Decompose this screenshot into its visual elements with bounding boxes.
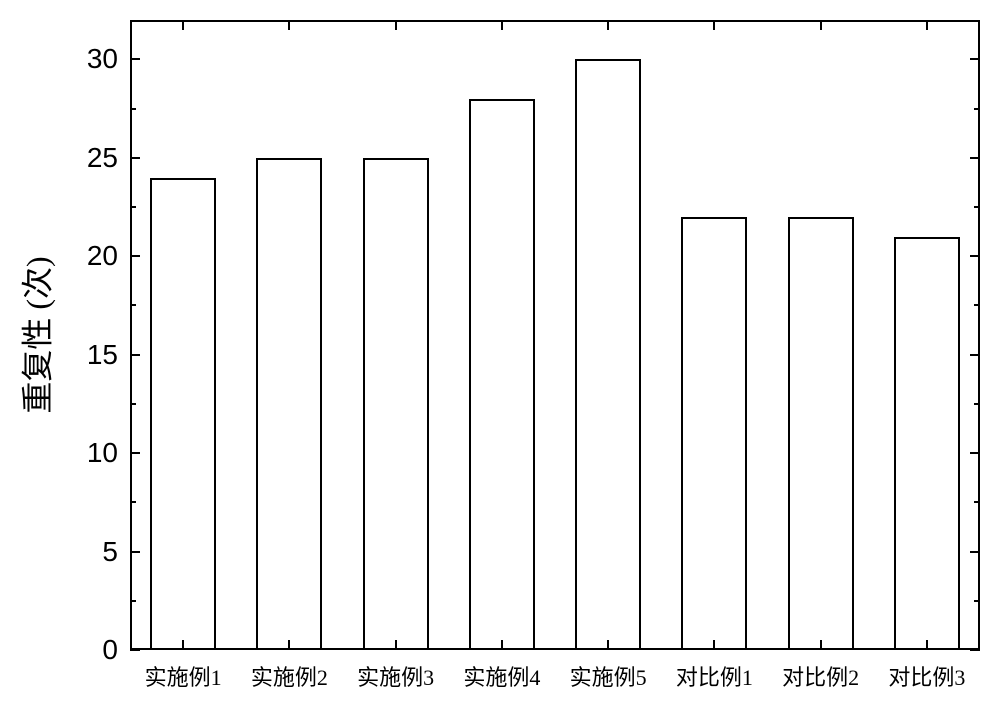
x-tick-label: 实施例5 — [555, 660, 661, 692]
x-tick — [501, 20, 503, 30]
x-tick-label: 对比例1 — [661, 660, 767, 692]
y-minor-tick — [130, 108, 136, 110]
x-tick — [501, 640, 503, 650]
y-minor-tick — [974, 206, 980, 208]
bar — [150, 178, 216, 651]
y-tick — [970, 649, 980, 651]
x-tick — [288, 20, 290, 30]
y-tick — [130, 255, 140, 257]
y-minor-tick — [974, 501, 980, 503]
y-tick — [970, 255, 980, 257]
x-tick — [820, 640, 822, 650]
x-tick — [713, 20, 715, 30]
bar — [894, 237, 960, 650]
x-tick — [607, 20, 609, 30]
y-tick — [970, 58, 980, 60]
x-tick — [926, 640, 928, 650]
y-tick — [130, 354, 140, 356]
x-tick-label: 实施例1 — [130, 660, 236, 692]
x-tick-label: 实施例2 — [236, 660, 342, 692]
y-minor-tick — [130, 304, 136, 306]
y-minor-tick — [974, 108, 980, 110]
y-minor-tick — [974, 600, 980, 602]
y-minor-tick — [974, 403, 980, 405]
x-tick-label: 对比例2 — [768, 660, 874, 692]
x-tick — [607, 640, 609, 650]
x-tick-label: 实施例3 — [343, 660, 449, 692]
x-tick — [288, 640, 290, 650]
bar — [469, 99, 535, 650]
y-tick-label: 20 — [87, 240, 118, 272]
y-tick — [970, 452, 980, 454]
x-tick — [713, 640, 715, 650]
y-minor-tick — [130, 206, 136, 208]
y-tick — [130, 649, 140, 651]
y-tick — [130, 58, 140, 60]
y-tick-label: 30 — [87, 43, 118, 75]
y-tick-label: 25 — [87, 142, 118, 174]
y-axis-label: 重复性 (次) — [13, 256, 59, 413]
x-tick-label: 实施例4 — [449, 660, 555, 692]
bar — [681, 217, 747, 650]
y-tick — [970, 157, 980, 159]
bar — [788, 217, 854, 650]
chart-container: 重复性 (次) 0 5 10 15 20 25 30 实施例1实施例2实施例3实施例4实施例5… — [0, 0, 1000, 716]
y-tick — [130, 551, 140, 553]
y-tick — [970, 551, 980, 553]
y-minor-tick — [130, 501, 136, 503]
y-minor-tick — [974, 304, 980, 306]
x-tick — [820, 20, 822, 30]
y-tick-label: 10 — [87, 437, 118, 469]
y-tick — [130, 452, 140, 454]
x-tick — [182, 20, 184, 30]
x-tick — [395, 20, 397, 30]
x-tick — [926, 20, 928, 30]
bar — [575, 59, 641, 650]
bar — [363, 158, 429, 650]
y-minor-tick — [130, 600, 136, 602]
y-tick-label: 0 — [102, 634, 118, 666]
y-tick — [970, 354, 980, 356]
y-tick-label: 5 — [102, 536, 118, 568]
y-tick — [130, 157, 140, 159]
x-tick — [182, 640, 184, 650]
y-tick-label: 15 — [87, 339, 118, 371]
y-minor-tick — [130, 403, 136, 405]
x-tick-label: 对比例3 — [874, 660, 980, 692]
x-tick — [395, 640, 397, 650]
bar — [256, 158, 322, 650]
